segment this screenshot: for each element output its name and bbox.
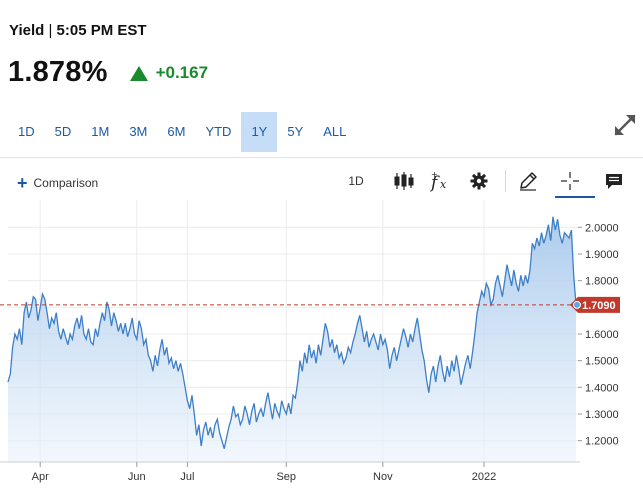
x-tick-label: 2022	[472, 471, 496, 483]
function-icon[interactable]: f x +	[429, 168, 453, 194]
y-tick-label: 1.2000	[585, 436, 619, 448]
x-tick-label: Nov	[373, 471, 393, 483]
svg-text:+: +	[431, 170, 438, 179]
range-tab-1y[interactable]: 1Y	[241, 112, 278, 152]
range-tab-6m[interactable]: 6M	[167, 124, 186, 139]
y-tick-label: 2.0000	[585, 222, 619, 234]
comment-icon[interactable]	[602, 168, 626, 194]
plus-icon: +	[17, 173, 28, 193]
price-tag-background	[570, 296, 620, 313]
header-title-label: Yield	[9, 22, 45, 39]
x-tick-label: Apr	[32, 471, 49, 483]
range-tab-1d[interactable]: 1D	[18, 124, 35, 139]
quote-row: 1.878% +0.167	[8, 56, 208, 89]
x-tick-label: Sep	[276, 471, 296, 483]
y-tick-label: 1.6000	[585, 329, 619, 341]
range-tab-3m[interactable]: 3M	[129, 124, 148, 139]
y-tick-label: 1.3000	[585, 409, 619, 421]
divider	[0, 157, 643, 158]
gear-icon[interactable]	[469, 168, 489, 194]
price-tag-label: 1.7090	[582, 300, 616, 312]
comparison-button[interactable]: + Comparison	[17, 173, 99, 193]
range-tab-5d[interactable]: 5D	[54, 124, 72, 139]
range-tab-1m[interactable]: 1M	[91, 124, 110, 139]
y-tick-label: 1.5000	[585, 356, 619, 368]
x-tick-label: Jul	[180, 471, 194, 483]
pencil-icon[interactable]	[516, 168, 540, 194]
header-separator: |	[48, 22, 53, 39]
y-tick-label: 1.9000	[585, 249, 619, 261]
svg-text:x: x	[440, 178, 447, 191]
range-tab-all[interactable]: ALL	[323, 124, 347, 139]
comparison-label: Comparison	[33, 176, 99, 190]
up-arrow-icon	[129, 66, 148, 81]
y-tick-label: 1.4000	[585, 382, 619, 394]
y-tick-label: 1.8000	[585, 276, 619, 288]
quote-change: +0.167	[155, 62, 209, 82]
range-tab-5y[interactable]: 5Y	[287, 124, 304, 139]
candlestick-icon[interactable]	[393, 168, 415, 194]
header-time: 5:05 PM EST	[56, 22, 147, 39]
range-tab-ytd[interactable]: YTD	[205, 124, 232, 139]
x-axis-ticks: Apr Jun Jul Sep Nov 2022	[32, 462, 496, 483]
y-axis-ticks: 1.20001.30001.40001.50001.60001.70001.80…	[578, 222, 619, 448]
range-tabs: 1D 5D 1M 3M 6M YTD 1Y 5Y ALL	[8, 112, 356, 152]
chart-series-line	[7, 216, 577, 449]
last-price-dot	[573, 300, 581, 309]
yield-chart[interactable]: Apr Jun Jul Sep Nov 2022 1.2000 1.3000 1.4000 1.…	[0, 200, 643, 496]
price-tag: 1.7090	[570, 296, 620, 313]
x-tick-label: Jun	[128, 471, 146, 483]
crosshair-active-indicator	[555, 196, 595, 198]
crosshair-icon[interactable]	[557, 168, 583, 194]
interval-button[interactable]: 1D	[348, 174, 364, 188]
toolbar-separator	[505, 170, 506, 192]
quote-value: 1.878%	[8, 56, 108, 88]
header-title: Yield | 5:05 PM EST	[9, 22, 147, 39]
svg-text:f: f	[429, 173, 440, 193]
expand-icon[interactable]	[612, 112, 638, 138]
chart-area	[8, 216, 576, 462]
